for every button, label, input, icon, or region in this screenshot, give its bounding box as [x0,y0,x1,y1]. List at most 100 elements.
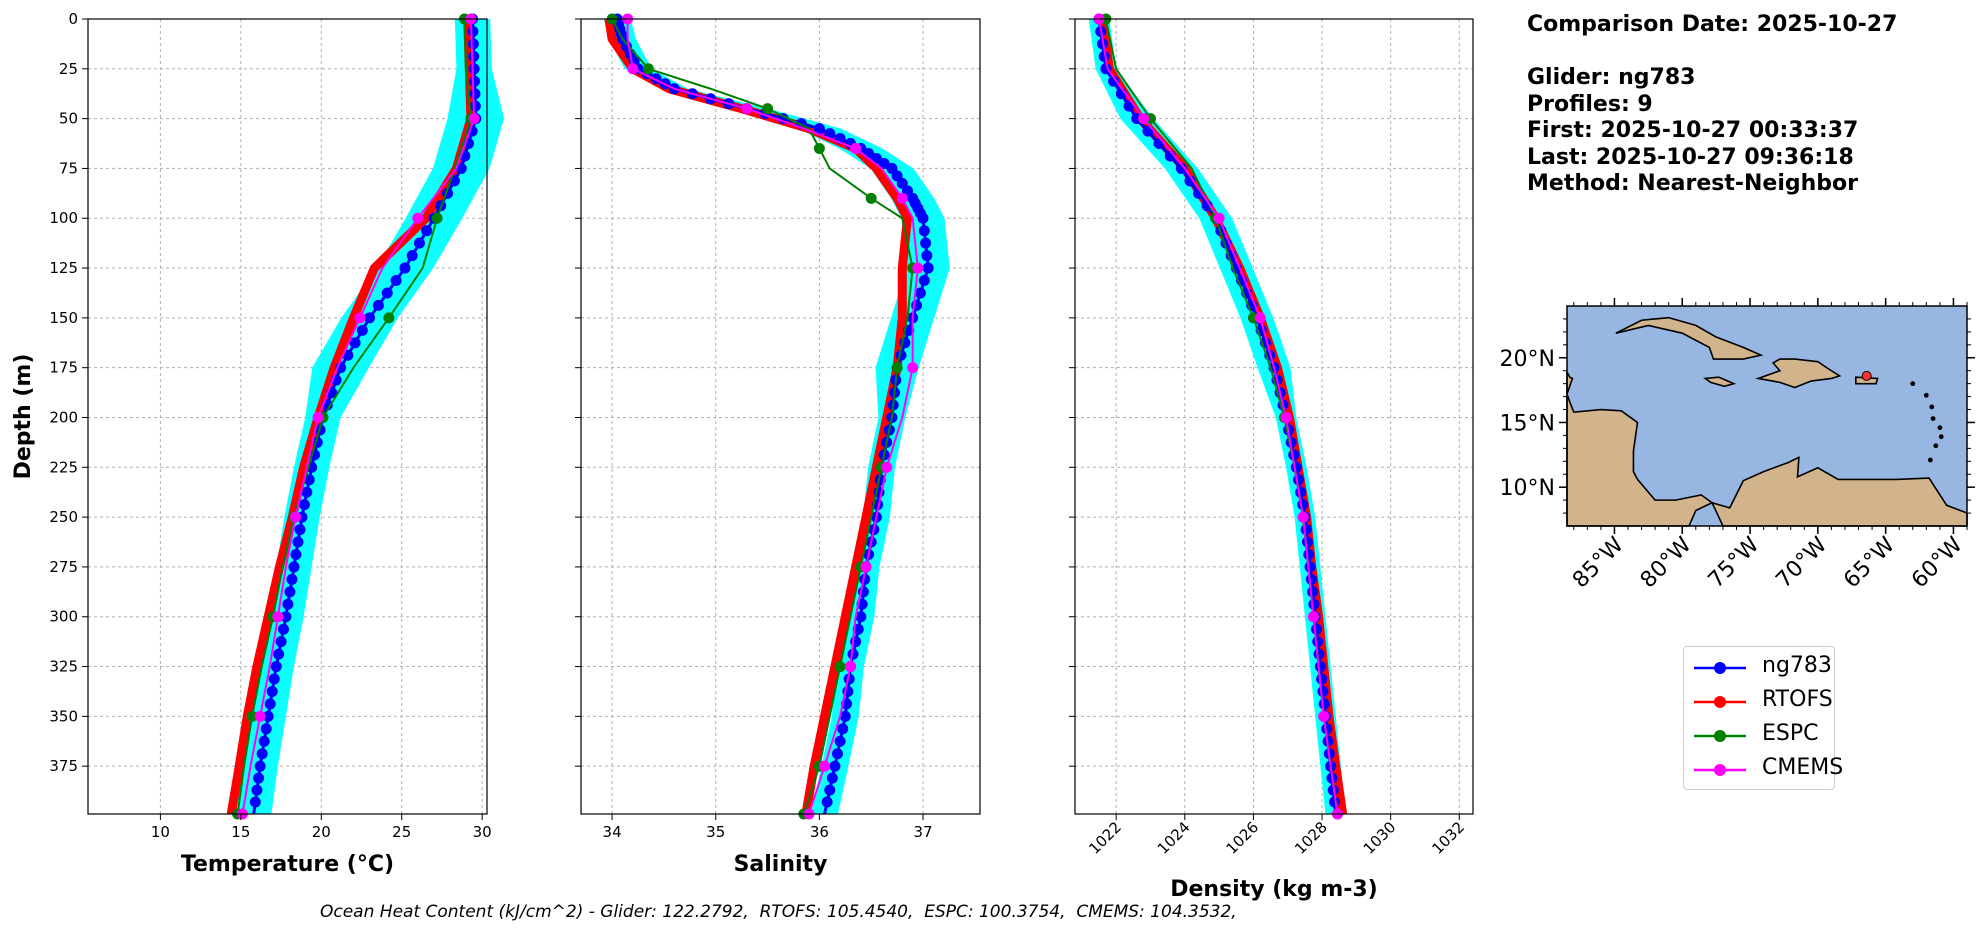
glider-point [251,784,263,796]
y-tick-label: 275 [49,558,78,576]
legend-item-espc: ESPC [1690,719,1830,749]
cmems-point [860,561,872,573]
glider-point [1295,486,1307,498]
cmems-point [290,511,302,523]
glider-point [280,611,292,623]
x-tick-label: 35 [706,823,725,841]
island-dot [1937,425,1943,431]
y-tick-label: 225 [49,458,78,476]
cmems-point [850,143,862,155]
espc-point [642,63,654,75]
legend-item-glider: ng783 [1690,651,1832,681]
cmems-point [907,362,919,374]
map-lon-label: 85°W [1568,532,1629,593]
axes-frame [580,18,981,815]
map-lat-label: 15°N [1500,411,1555,436]
glider-point [829,760,841,772]
chart-panel-1: 10 15 20 25 30025507510012515017520022525027… [11,10,505,877]
y-tick-label: 50 [59,110,78,128]
glider-point [294,524,306,536]
glider-point [364,312,376,324]
legend-item-rtofs: RTOFS [1690,685,1833,715]
chart-panel-3: 1022 1024 1026 1028 1030 1032 Density (kg m-3) [1069,13,1474,902]
glider-point [922,262,934,274]
espc-point [813,143,825,155]
glider-envelope [1088,19,1347,814]
x-axis-label: Temperature (°C) [181,852,394,877]
glider-point [455,162,467,174]
glider-point [469,88,481,100]
info-panel: Comparison Date: 2025-10-27 Glider: ng783… [1527,12,1897,198]
cmems-point [819,760,831,772]
cmems-point [1297,511,1309,523]
glider-point [467,25,479,37]
y-tick-label: 0 [68,10,78,28]
cmems-point [881,461,893,473]
y-tick-label: 175 [49,359,78,377]
glider-point [469,100,481,112]
chart-panel-2: 34 35 36 37 Salinity [575,13,981,877]
glider-point [832,748,843,760]
espc-point [431,212,443,224]
profile-count: Profiles: 9 [1527,91,1653,117]
cmems-point [468,113,480,125]
method: Method: Nearest-Neighbor [1527,171,1858,196]
legend-label-rtofs: RTOFS [1762,687,1833,712]
x-tick-label: 37 [913,823,932,841]
cmems-point [1254,312,1266,324]
glider-point [275,636,287,648]
glider-point [1318,698,1330,710]
glider-point [301,486,313,498]
x-tick-label: 15 [231,823,250,841]
x-axis-label: Salinity [734,852,828,877]
glider-point [288,561,300,573]
legend-label-cmems: CMEMS [1762,755,1844,780]
glider-point [356,324,368,336]
espc-point [762,103,774,115]
glider-point [824,128,836,140]
espc-point [865,192,877,204]
map-frame [1566,305,1968,527]
y-tick-label: 200 [49,408,78,426]
glider-point [847,648,859,660]
glider-point [920,237,932,249]
island-dot [1910,381,1916,387]
glider-point [914,287,926,299]
map-lon-label: 65°W [1839,532,1900,593]
glider-point [372,299,384,311]
x-tick-label: 10 [151,823,170,841]
glider-point [413,237,425,249]
rtofs-line [604,18,912,815]
y-tick-label: 350 [49,707,78,725]
glider-point [1304,561,1316,573]
glider-point [469,75,481,87]
glider-location-marker [1861,370,1872,381]
first-time: First: 2025-10-27 00:33:37 [1527,118,1859,143]
glider-point [290,548,302,560]
glider-point [1292,474,1304,486]
glider-point [390,275,402,287]
x-tick-label: 30 [473,823,492,841]
glider-point [292,536,304,548]
cmems-point [1138,113,1150,125]
glider-point [1175,162,1187,174]
y-tick-label: 75 [59,159,78,177]
glider-point [1300,524,1312,536]
land-cuba [1615,316,1764,360]
y-axis-label: Depth (m) [11,354,36,480]
glider-point [421,225,433,237]
x-tick-label: 1022 [1085,818,1125,858]
glider-point [254,760,266,772]
glider-point [286,573,298,585]
glider-point [1310,623,1322,635]
comparison-date: Comparison Date: 2025-10-27 [1527,12,1898,37]
cmems-point [741,103,753,115]
glider-point [1314,661,1326,673]
cmems-point [354,312,366,324]
cmems-point [844,661,856,673]
land-jamaica [1703,376,1737,388]
cmems-point [1318,710,1330,722]
x-tick-label: 20 [312,823,331,841]
legend-marker-cmems [1694,764,1746,776]
island-dot [1933,443,1939,449]
